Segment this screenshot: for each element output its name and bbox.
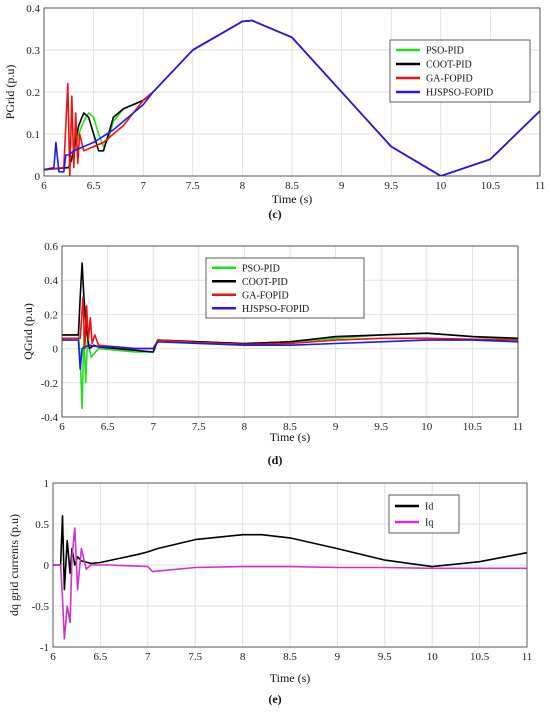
x-tick-label: 10 bbox=[427, 651, 439, 663]
x-tick-label: 10.5 bbox=[470, 651, 490, 663]
plot-frame bbox=[43, 7, 541, 177]
y-tick-label: 0 bbox=[53, 344, 59, 356]
y-tick-label: 0.6 bbox=[44, 241, 58, 253]
y-tick-label: 0.2 bbox=[44, 309, 58, 321]
x-tick-label: 6 bbox=[41, 180, 47, 192]
legend-entry: PSO-PID bbox=[242, 263, 280, 274]
y-tick-label: -0.2 bbox=[41, 378, 58, 390]
series-line-hjspso-fopid bbox=[62, 339, 518, 370]
x-tick-label: 11 bbox=[522, 651, 533, 663]
y-tick-label: 0.5 bbox=[35, 519, 49, 531]
x-tick-label: 7.5 bbox=[192, 421, 206, 433]
x-tick-label: 6 bbox=[59, 421, 65, 433]
y-tick-label: 1 bbox=[44, 478, 50, 490]
y-tick-label: 0.4 bbox=[44, 275, 58, 287]
y-tick-label: 0.3 bbox=[26, 45, 40, 57]
x-axis-label: Time (s) bbox=[270, 430, 311, 444]
legend-entry: GA-FOPID bbox=[426, 74, 473, 85]
x-tick-label: 9 bbox=[333, 421, 339, 433]
x-tick-label: 11 bbox=[535, 180, 546, 192]
series-line-id bbox=[53, 514, 527, 591]
legend-entry: HJSPSO-FOPID bbox=[426, 88, 493, 99]
legend-entry: HJSPSO-FOPID bbox=[242, 304, 309, 315]
y-tick-label: 0 bbox=[44, 560, 50, 572]
y-tick-label: 0.1 bbox=[26, 129, 40, 141]
y-axis-label: QGrid (p.u) bbox=[21, 303, 35, 360]
series-line-coot-pid bbox=[62, 262, 518, 353]
y-axis-label: PGrid (p.u) bbox=[3, 65, 17, 120]
x-tick-label: 6.5 bbox=[94, 651, 108, 663]
figure-caption: (c) bbox=[268, 207, 281, 221]
series-line-iq bbox=[53, 527, 527, 640]
x-tick-label: 7.5 bbox=[186, 180, 200, 192]
x-tick-label: 9.5 bbox=[374, 421, 388, 433]
legend-entry: Iq bbox=[425, 518, 433, 529]
x-tick-label: 10.5 bbox=[463, 421, 483, 433]
x-tick-label: 10 bbox=[421, 421, 433, 433]
y-tick-label: 0.2 bbox=[26, 87, 40, 99]
x-tick-label: 7 bbox=[145, 651, 151, 663]
x-axis-label: Time (s) bbox=[272, 192, 313, 206]
legend-entry: Id bbox=[425, 502, 433, 513]
x-tick-label: 8 bbox=[242, 421, 248, 433]
legend-entry: GA-FOPID bbox=[242, 290, 289, 301]
y-tick-label: 0 bbox=[35, 171, 41, 183]
chart-0: 6 6.5 7 7.5 8 8.5 9 9.5 10 10.5 11 0 0.1 0.2 0.3 0.4 Tim… bbox=[3, 3, 545, 221]
y-tick-label: 0.4 bbox=[26, 3, 40, 15]
legend-entry: COOT-PID bbox=[242, 277, 288, 288]
x-tick-label: 8 bbox=[240, 180, 246, 192]
x-tick-label: 10.5 bbox=[481, 180, 501, 192]
figure-caption: (d) bbox=[268, 453, 283, 467]
plot-frame bbox=[61, 245, 519, 418]
x-axis-label: Time (s) bbox=[270, 671, 311, 685]
x-tick-label: 10 bbox=[435, 180, 447, 192]
x-tick-label: 8.5 bbox=[283, 421, 297, 433]
y-tick-label: -0.4 bbox=[41, 412, 59, 424]
x-tick-label: 7 bbox=[140, 180, 146, 192]
x-tick-label: 9.5 bbox=[384, 180, 398, 192]
plot-frame bbox=[52, 482, 528, 648]
y-tick-label: -1 bbox=[40, 642, 49, 654]
legend-entry: PSO-PID bbox=[426, 46, 464, 57]
chart-2: 6 6.5 7 7.5 8 8.5 9 9.5 10 10.5 11 -1 -0.5 0 0.5 1 Time … bbox=[7, 478, 532, 706]
x-tick-label: 6 bbox=[50, 651, 56, 663]
x-tick-label: 7.5 bbox=[188, 651, 202, 663]
x-tick-label: 8.5 bbox=[285, 180, 299, 192]
x-tick-label: 9 bbox=[339, 180, 345, 192]
x-tick-label: 9.5 bbox=[378, 651, 392, 663]
x-tick-label: 6.5 bbox=[87, 180, 101, 192]
x-tick-label: 6.5 bbox=[101, 421, 115, 433]
y-axis-label: dq grid currents (p.u) bbox=[7, 514, 21, 616]
legend-box bbox=[388, 494, 460, 534]
x-tick-label: 9 bbox=[335, 651, 341, 663]
figure-caption: (e) bbox=[268, 692, 281, 706]
y-tick-label: -0.5 bbox=[32, 601, 50, 613]
x-tick-label: 7 bbox=[150, 421, 156, 433]
series-line-hjspso-fopid bbox=[44, 19, 540, 176]
chart-1: 6 6.5 7 7.5 8 8.5 9 9.5 10 10.5 11 -0.4 -0.2 0 0.2 0.4 0… bbox=[21, 241, 523, 467]
legend-entry: COOT-PID bbox=[426, 60, 472, 71]
x-tick-label: 8.5 bbox=[283, 651, 297, 663]
x-tick-label: 11 bbox=[513, 421, 524, 433]
x-tick-label: 8 bbox=[240, 651, 246, 663]
